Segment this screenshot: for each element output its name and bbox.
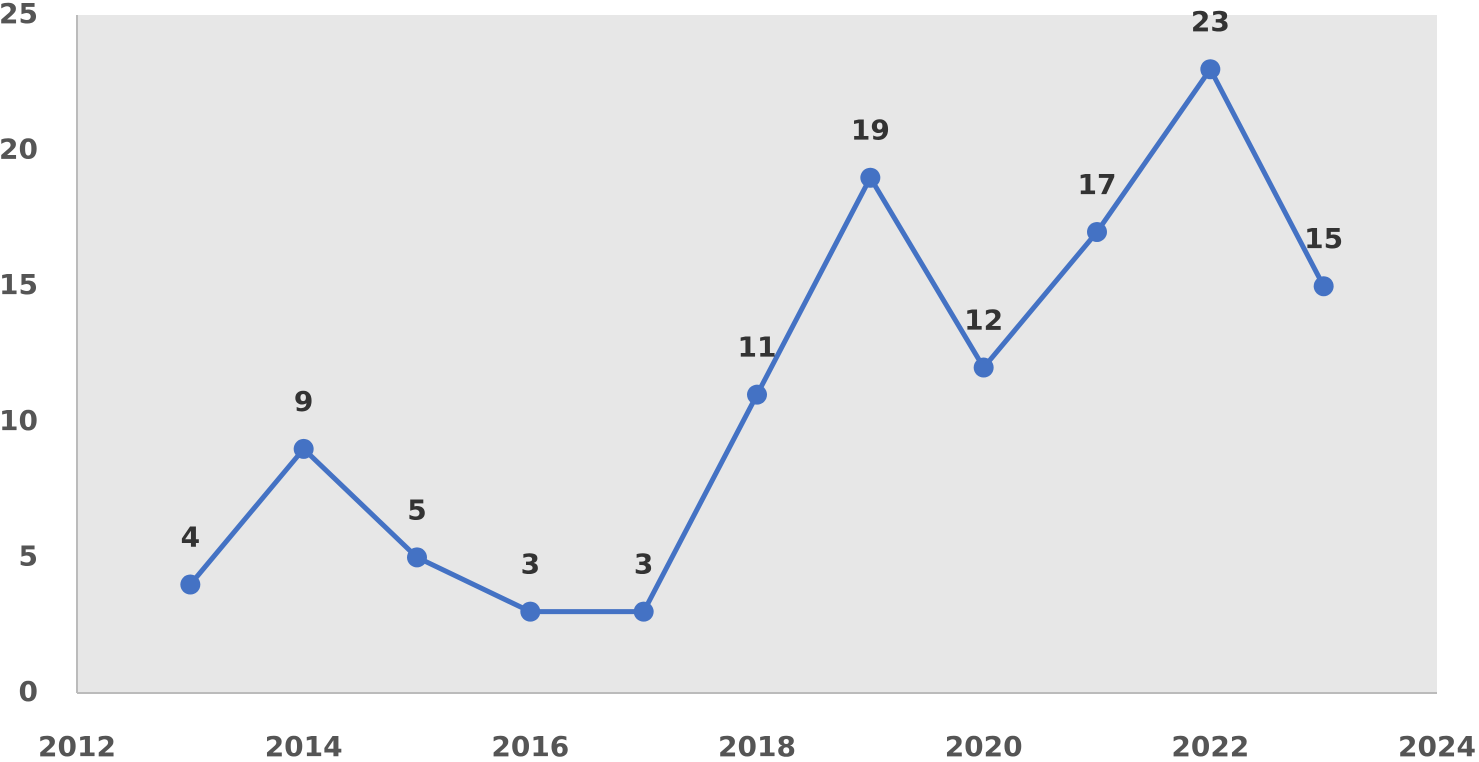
data-label: 19	[851, 114, 890, 147]
y-tick-label: 5	[19, 539, 38, 572]
data-label: 15	[1304, 222, 1343, 255]
x-tick-label: 2024	[1398, 730, 1476, 762]
data-label: 23	[1191, 5, 1230, 38]
point	[1313, 276, 1334, 297]
y-tick-label: 0	[19, 675, 38, 708]
point	[180, 574, 201, 595]
point	[520, 601, 541, 622]
plot-area	[77, 15, 1437, 693]
x-tick-label: 2014	[265, 730, 343, 762]
data-label: 9	[294, 385, 313, 418]
data-label: 3	[634, 548, 653, 581]
y-tick-label: 15	[0, 268, 38, 301]
point	[860, 167, 881, 188]
point	[747, 384, 767, 405]
point	[973, 357, 994, 378]
point	[1087, 221, 1107, 242]
x-tick-label: 2022	[1171, 730, 1249, 762]
x-tick-label: 2016	[491, 730, 569, 762]
data-label: 4	[181, 521, 200, 554]
point	[293, 438, 314, 459]
y-tick-label: 25	[0, 0, 38, 30]
data-label: 11	[738, 331, 777, 364]
x-tick-label: 2018	[718, 730, 796, 762]
x-tick-label: 2020	[945, 730, 1023, 762]
point	[407, 547, 427, 568]
data-label: 12	[964, 304, 1003, 337]
point	[633, 601, 654, 622]
data-label: 17	[1078, 168, 1117, 201]
point	[1200, 59, 1221, 80]
data-label: 5	[407, 493, 426, 526]
data-label: 3	[521, 548, 540, 581]
y-tick-label: 10	[0, 404, 38, 437]
y-tick-label: 20	[0, 133, 38, 166]
x-tick-label: 2012	[38, 730, 116, 762]
